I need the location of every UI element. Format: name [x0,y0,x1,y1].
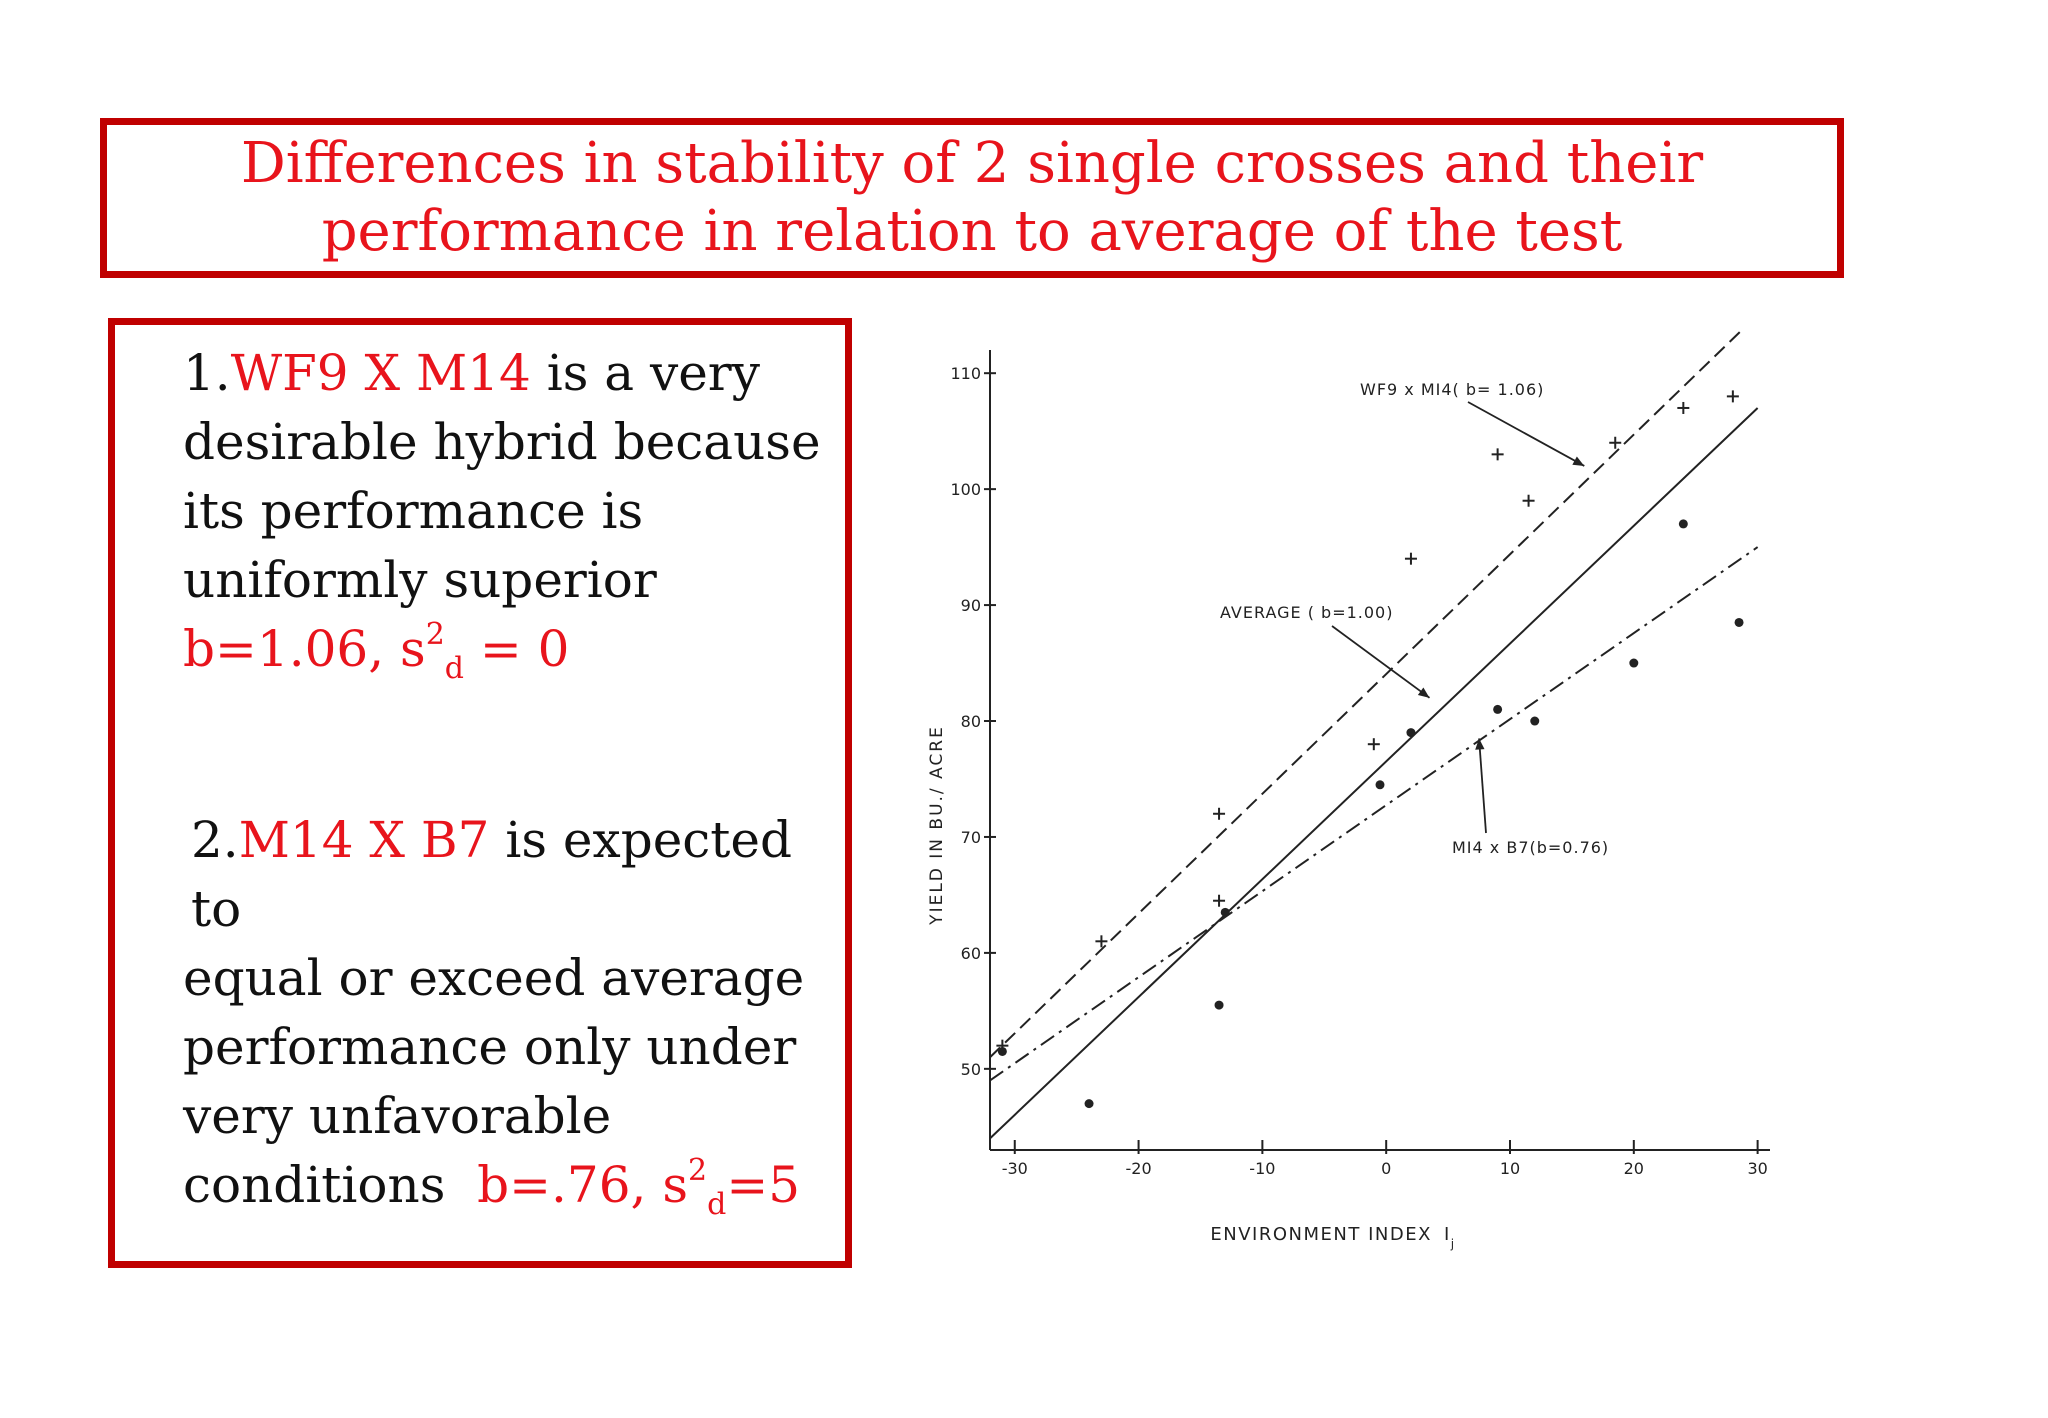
fit-line-m14-x-b7 [989,546,1759,1082]
y-tick-label: 100 [950,480,981,499]
annotation-arrowhead [1417,687,1430,698]
annotation-leader [1478,738,1487,834]
point-1-line-4: uniformly superior [183,551,657,609]
explanation-box: 1.WF9 X M14 is a very desirable hybrid b… [108,318,852,1268]
annotation-m14-x-b7: MI4 x B7(b=0.76) [1452,838,1609,857]
point-1-stats-sup: 2 [425,617,445,652]
dot-point [997,1046,1007,1056]
plus-point [1095,935,1108,948]
y-tick-label: 70 [961,828,981,847]
fit-line-average [989,407,1759,1140]
point-1: 1.WF9 X M14 is a very desirable hybrid b… [183,339,821,684]
chart-annotations: WF9 x MI4( b= 1.06) AVERAGE ( b=1.00) MI4 … [1220,380,1609,857]
plus-point [1213,807,1226,820]
point-2-number: 2. [191,811,239,869]
x-axis-label-sub: I [1444,1224,1451,1245]
y-axis-label: YIELD IN BU./ ACRE [927,725,947,926]
point-2-stats: b=.76, s2d=5 [477,1153,801,1220]
point-1-stats-b: b=1.06, s [183,620,426,678]
point-2-line-5: conditions b=.76, s2d=5 [183,1151,845,1220]
point-1-line-1: 1.WF9 X M14 is a very [183,339,821,408]
point-2-stats-sup: 2 [688,1153,708,1188]
plus-point [1522,494,1535,507]
x-tick-label: -10 [1249,1159,1275,1178]
title-box: Differences in stability of 2 single cro… [100,118,1844,278]
point-2-line-4: very unfavorable [183,1087,612,1145]
point-1-line-3: its performance is [183,482,644,540]
point-1-hybrid: WF9 X M14 [230,344,531,402]
plus-point [1726,390,1739,403]
plus-point [1367,738,1380,751]
point-2-stats-end: =5 [726,1156,801,1214]
dot-point [1084,1099,1094,1109]
y-tick-label: 60 [961,944,981,963]
y-tick-label: 50 [961,1060,981,1079]
dot-point [1406,728,1416,738]
x-tick-label: -30 [1002,1159,1028,1178]
point-2-stats-b: b=.76, s [477,1156,689,1214]
annotation-arrowhead [1572,456,1585,466]
x-axis-label-main: ENVIRONMENT INDEX [1210,1224,1432,1245]
dot-point [1629,658,1639,668]
dot-point [1678,519,1688,529]
dot-point [1214,1000,1224,1010]
dot-point [1530,716,1540,726]
dot-point [1493,704,1503,714]
chart-fit-lines [989,330,1759,1140]
x-tick-label: 20 [1624,1159,1644,1178]
stability-chart: 50 60 70 80 90 100 110 -30 -20 -10 0 10 20 30 WF9 x M… [927,330,1770,1251]
point-2-stats-sub: d [707,1187,727,1222]
point-2-line-1: 2.M14 X B7 is expected to [191,806,845,944]
point-2: 2.M14 X B7 is expected to equal or excee… [183,806,845,1220]
dot-point [1375,780,1385,790]
dot-point [1220,907,1230,917]
x-axis-label-subsub: j [1450,1237,1456,1251]
chart-axes: 50 60 70 80 90 100 110 -30 -20 -10 0 10 20 30 [950,350,1770,1178]
annotation-leader [1331,625,1431,699]
point-1-stats-sub: d [444,651,464,686]
point-1-line-1-rest: is a very [530,344,760,402]
x-tick-label: -20 [1126,1159,1152,1178]
point-2-hybrid: M14 X B7 [238,811,490,869]
chart-points [996,390,1744,1109]
plus-point [1404,552,1417,565]
point-1-stats: b=1.06, s2d = 0 [183,615,821,684]
point-1-number: 1. [183,344,231,402]
point-1-line-2: desirable hybrid because [183,413,821,471]
point-2-conditions: conditions [183,1156,478,1214]
dot-point [1734,617,1744,627]
y-tick-label: 110 [950,364,981,383]
y-tick-label: 80 [961,712,981,731]
point-1-stats-end: = 0 [464,620,570,678]
plus-point [1213,894,1226,907]
title-line-1: Differences in stability of 2 single cro… [240,131,1704,196]
plus-point [1677,401,1690,414]
point-2-line-1-rest: is expected to [191,811,792,938]
y-tick-label: 90 [961,596,981,615]
plus-point [1609,436,1622,449]
x-tick-label: 10 [1500,1159,1520,1178]
title-line-2: performance in relation to average of th… [321,199,1623,264]
annotation-arrowhead [1475,738,1485,750]
x-tick-label: 30 [1747,1159,1767,1178]
point-2-line-2: equal or exceed average [183,949,805,1007]
annotation-wf9-x-m14: WF9 x MI4( b= 1.06) [1360,380,1544,399]
annotation-average: AVERAGE ( b=1.00) [1220,603,1393,622]
plus-point [1491,448,1504,461]
x-tick-label: 0 [1381,1159,1391,1178]
annotation-leader [1467,401,1585,467]
x-axis-label: ENVIRONMENT INDEX Ij [1210,1224,1455,1251]
fit-line-wf9-x-m14 [989,330,1744,1058]
point-2-line-3: performance only under [183,1018,797,1076]
